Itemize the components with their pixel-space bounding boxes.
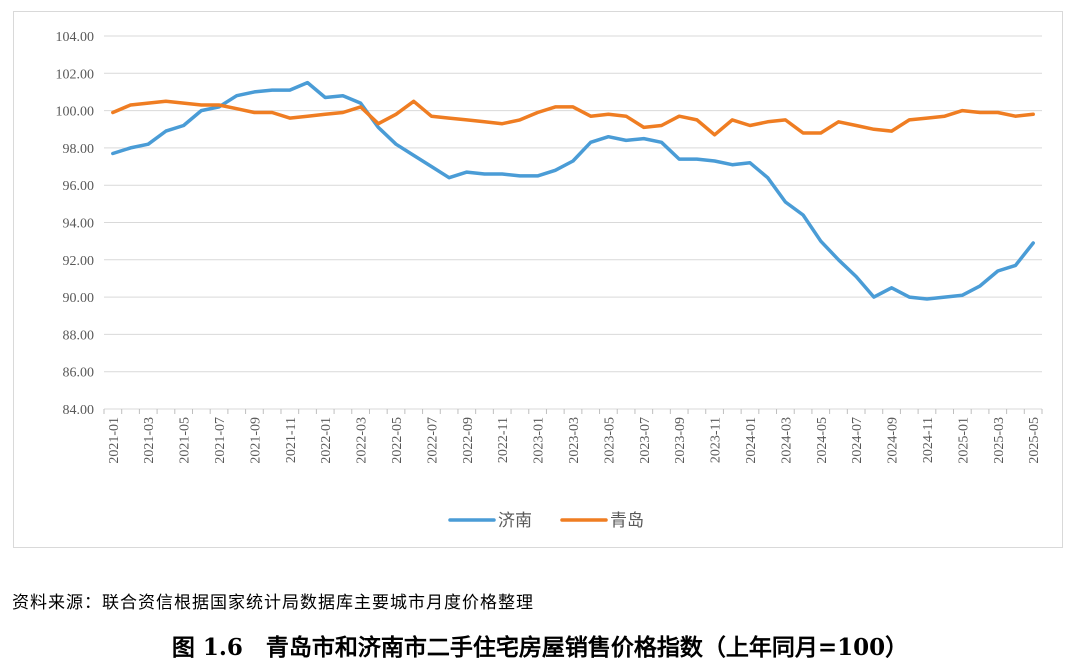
y-tick-label: 100.00 <box>56 105 95 120</box>
x-tick-label: 2023-07 <box>638 417 653 464</box>
x-tick-label: 2022-05 <box>390 417 405 464</box>
y-tick-label: 98.00 <box>63 142 95 157</box>
legend-label: 青岛 <box>610 511 644 531</box>
x-tick-label: 2024-05 <box>815 417 830 464</box>
x-tick-label: 2021-09 <box>248 417 263 464</box>
x-tick-label: 2025-05 <box>1027 417 1042 464</box>
series-line-1 <box>111 99 1035 137</box>
x-tick-label: 2023-09 <box>673 417 688 464</box>
y-tick-label: 94.00 <box>63 217 95 232</box>
y-tick-label: 92.00 <box>63 254 95 269</box>
x-tick-label: 2021-01 <box>107 417 122 464</box>
y-tick-label: 88.00 <box>63 328 95 343</box>
y-tick-label: 96.00 <box>63 179 95 194</box>
line-chart: 84.00 86.00 88.00 90.00 92.00 94.00 96.00 98.00… <box>56 30 1043 531</box>
x-tick-label: 2025-01 <box>956 417 971 464</box>
x-tick-label: 2022-11 <box>496 417 511 463</box>
x-tick-label: 2022-01 <box>319 417 334 464</box>
x-tick-label: 2023-11 <box>709 417 724 463</box>
series-line-0 <box>111 80 1035 301</box>
x-tick-label: 2024-07 <box>850 417 865 464</box>
y-tick-label: 90.00 <box>63 291 95 306</box>
x-tick-label: 2022-03 <box>355 417 370 464</box>
x-tick-label: 2023-05 <box>602 417 617 464</box>
x-tick-label: 2021-05 <box>178 417 193 464</box>
y-tick-label: 102.00 <box>56 67 95 82</box>
y-tick-label: 104.00 <box>56 30 95 45</box>
x-tick-label: 2022-07 <box>425 417 440 464</box>
x-tick-label: 2023-03 <box>567 417 582 464</box>
x-tick-label: 2023-01 <box>532 417 547 464</box>
x-tick-label: 2025-03 <box>992 417 1007 464</box>
x-tick-label: 2024-09 <box>886 417 901 464</box>
x-tick-label: 2021-07 <box>213 417 228 464</box>
x-tick-label: 2024-03 <box>779 417 794 464</box>
chart-frame: 84.00 86.00 88.00 90.00 92.00 94.00 96.00 98.00… <box>13 11 1063 548</box>
x-tick-label: 2021-11 <box>284 417 299 463</box>
legend-label: 济南 <box>498 511 532 531</box>
source-note: 资料来源：联合资信根据国家统计局数据库主要城市月度价格整理 <box>12 593 534 613</box>
x-tick-label: 2021-03 <box>142 417 157 464</box>
y-tick-label: 84.00 <box>63 403 95 418</box>
x-tick-label: 2022-09 <box>461 417 476 464</box>
x-tick-label: 2024-01 <box>744 417 759 464</box>
x-tick-label: 2024-11 <box>921 417 936 463</box>
y-tick-label: 86.00 <box>63 366 95 381</box>
figure-caption: 图 1.6 青岛市和济南市二手住宅房屋销售价格指数（上年同月=100） <box>171 634 909 661</box>
